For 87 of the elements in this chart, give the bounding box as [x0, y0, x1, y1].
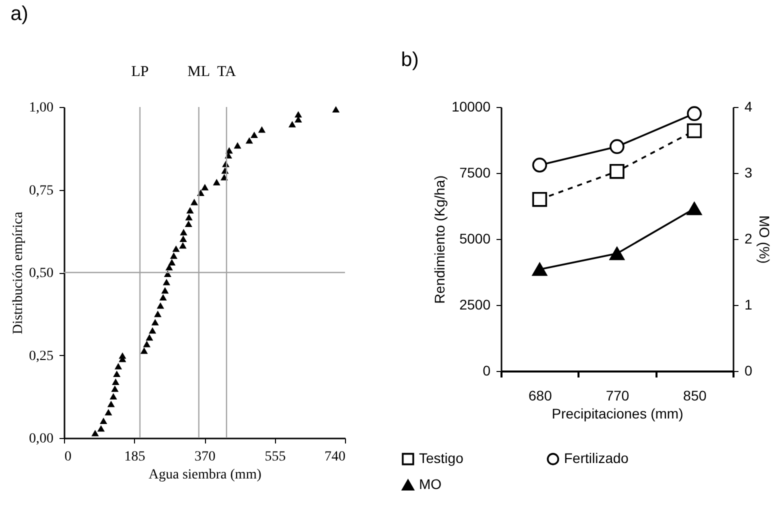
ref-line-label: ML: [188, 64, 210, 80]
x-tick-label: 555: [264, 450, 286, 464]
point: [165, 264, 173, 270]
point: [686, 106, 702, 122]
y-tick-label: 0,25: [29, 348, 54, 364]
x-axis-title: Agua siembra (mm): [148, 468, 262, 482]
y2-tick-label: 3: [744, 164, 752, 180]
y-tick-label: 5000: [459, 230, 491, 246]
point: [201, 184, 209, 190]
point: [246, 137, 254, 144]
y-tick-label: 1,00: [29, 100, 54, 116]
point: [179, 242, 187, 249]
point: [186, 207, 194, 214]
point: [104, 408, 112, 416]
legend-label: Fertilizado: [564, 450, 629, 466]
point: [172, 245, 180, 252]
point: [143, 340, 150, 348]
point: [97, 425, 105, 432]
y-tick-label: 2500: [459, 296, 491, 312]
point: [118, 352, 126, 359]
point: [91, 430, 99, 436]
point: [610, 139, 624, 154]
point: [107, 400, 115, 408]
point: [112, 378, 120, 385]
point: [113, 370, 120, 377]
point: [180, 228, 188, 236]
y2-tick-label: 1: [744, 296, 752, 312]
point: [110, 393, 118, 400]
x-tick-label: 0: [64, 450, 72, 464]
y-tick-label: 0: [482, 362, 491, 378]
y-axis-title: Rendimiento (Kg/ha): [432, 175, 448, 304]
y-tick-label: 0,75: [29, 183, 54, 198]
point: [185, 214, 193, 220]
point: [532, 192, 548, 207]
point: [532, 262, 548, 276]
legend-label: MO: [419, 476, 442, 492]
x-tick-label: 370: [194, 450, 216, 464]
point: [332, 106, 340, 113]
point: [146, 334, 154, 341]
y-tick-label: 0,00: [29, 432, 54, 446]
point: [212, 178, 220, 186]
point: [162, 278, 170, 286]
point: [258, 126, 266, 133]
chart-title: b): [401, 49, 419, 71]
y-tick-label: 10000: [452, 98, 491, 114]
point: [686, 123, 702, 138]
point: [686, 202, 702, 216]
y2-axis-title: MO (%): [756, 215, 772, 264]
point: [190, 198, 198, 206]
ref-line-label: LP: [131, 64, 149, 80]
point: [234, 142, 242, 149]
ref-line-label: TA: [217, 64, 236, 80]
legend-label: Testigo: [419, 450, 464, 466]
y2-tick-label: 4: [744, 98, 752, 114]
y-axis-title: Distribución empírica: [11, 210, 26, 334]
point: [156, 302, 164, 309]
point: [180, 236, 187, 242]
point: [184, 220, 192, 228]
y2-tick-label: 0: [744, 362, 752, 378]
y2-tick-label: 2: [744, 230, 752, 246]
point: [100, 418, 108, 424]
point: [610, 164, 624, 179]
point: [161, 287, 169, 294]
point: [114, 362, 122, 370]
chart-title: a): [10, 3, 28, 25]
point: [250, 132, 258, 138]
point: [532, 158, 548, 172]
point: [140, 347, 148, 354]
point: [159, 294, 167, 301]
x-tick-label: 185: [124, 450, 146, 464]
point: [168, 259, 176, 266]
x-tick-label: 740: [324, 450, 346, 464]
point: [225, 147, 233, 154]
x-tick-label: 770: [606, 388, 630, 404]
x-axis-title: Precipitaciones (mm): [552, 406, 684, 422]
point: [154, 310, 162, 318]
point: [170, 252, 178, 259]
point: [288, 121, 296, 128]
point: [294, 111, 302, 118]
y-tick-label: 0,50: [29, 266, 54, 281]
y-tick-label: 7500: [459, 164, 491, 180]
point: [151, 318, 159, 326]
x-tick-label: 850: [683, 388, 707, 404]
point: [610, 246, 624, 260]
point: [148, 327, 156, 334]
x-tick-label: 680: [528, 388, 552, 404]
point: [111, 385, 119, 392]
